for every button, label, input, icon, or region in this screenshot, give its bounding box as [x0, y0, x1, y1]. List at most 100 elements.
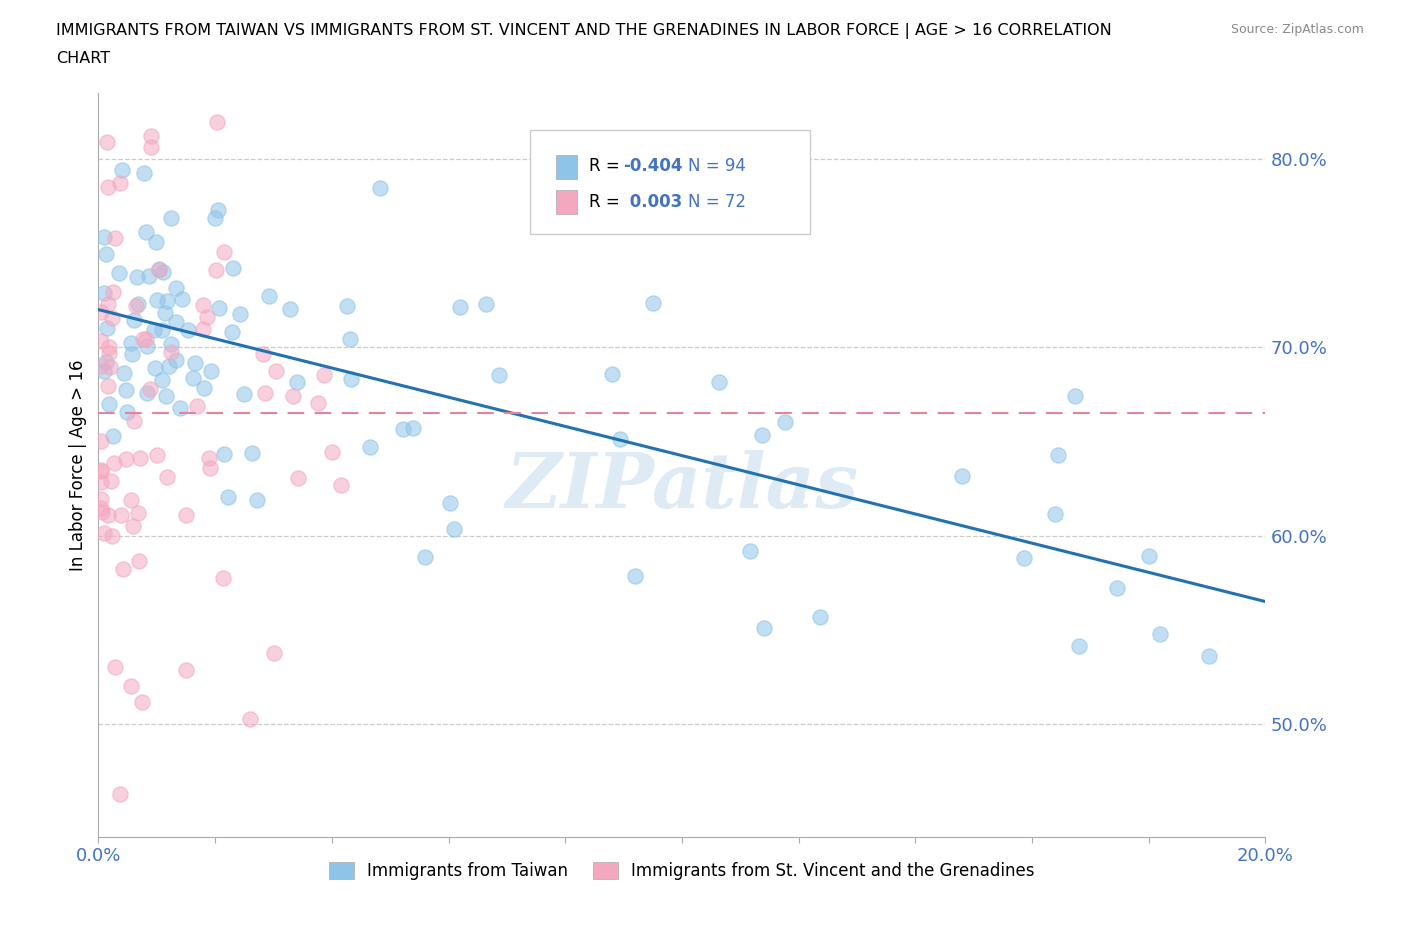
Point [90, 433, 112, 448]
Point [1137, 549, 1160, 564]
Point [120, 679, 142, 694]
Point [90, 462, 112, 477]
Point [153, 305, 176, 320]
Point [97, 346, 120, 361]
Point [312, 367, 335, 382]
Point [204, 210, 226, 225]
Point [96, 321, 118, 336]
Point [136, 339, 159, 353]
Point [1014, 551, 1036, 565]
Point [212, 446, 235, 461]
Point [169, 401, 191, 416]
Point [103, 428, 125, 443]
Point [120, 336, 142, 351]
Point [214, 245, 236, 259]
Point [103, 285, 125, 299]
Text: CHART: CHART [56, 51, 110, 66]
Point [127, 270, 149, 285]
Point [160, 344, 183, 359]
Point [101, 311, 124, 325]
Point [104, 659, 127, 674]
Point [197, 451, 219, 466]
Point [191, 298, 214, 312]
Point [108, 266, 131, 281]
Point [950, 469, 973, 484]
Point [336, 299, 359, 313]
Point [623, 568, 645, 583]
Text: -0.404: -0.404 [624, 157, 683, 175]
Text: N = 94: N = 94 [688, 157, 745, 175]
Point [93, 526, 115, 541]
Point [205, 262, 228, 277]
Point [90, 474, 112, 489]
Point [775, 415, 797, 430]
Point [740, 544, 762, 559]
Point [97, 508, 120, 523]
Point [100, 473, 122, 488]
Point [97, 379, 120, 393]
Point [157, 359, 180, 374]
Point [136, 386, 159, 401]
Point [96, 354, 118, 369]
Point [125, 299, 148, 313]
Point [184, 355, 207, 370]
Point [160, 337, 183, 352]
Point [97, 297, 120, 312]
Point [1045, 507, 1067, 522]
Point [449, 300, 471, 315]
Point [93, 230, 115, 245]
Point [143, 361, 166, 376]
Point [1047, 448, 1070, 463]
Point [1069, 638, 1091, 653]
Point [240, 445, 263, 460]
Point [121, 347, 143, 362]
Point [160, 210, 183, 225]
Point [287, 471, 309, 485]
Point [122, 312, 145, 327]
Point [321, 445, 343, 459]
Point [115, 451, 138, 466]
Point [752, 620, 775, 635]
Point [263, 645, 285, 660]
Point [191, 322, 214, 337]
Point [134, 166, 156, 180]
Point [98, 360, 121, 375]
Point [281, 389, 304, 404]
Point [307, 395, 329, 410]
Point [139, 140, 162, 155]
Point [197, 310, 219, 325]
Point [200, 364, 222, 379]
Bar [555, 154, 576, 179]
Point [112, 562, 135, 577]
Text: R =: R = [589, 157, 624, 175]
Y-axis label: In Labor Force | Age > 16: In Labor Force | Age > 16 [69, 359, 87, 571]
Point [174, 508, 197, 523]
Text: R =: R = [589, 193, 624, 210]
Point [90, 305, 112, 320]
Point [150, 323, 173, 338]
Point [90, 358, 112, 373]
Point [155, 389, 177, 404]
Point [285, 375, 308, 390]
Point [155, 470, 177, 485]
Point [124, 413, 146, 428]
Point [402, 421, 425, 436]
Point [259, 288, 281, 303]
Point [165, 352, 187, 367]
Point [112, 365, 135, 380]
Point [90, 463, 112, 478]
Point [253, 385, 276, 400]
Point [90, 492, 112, 507]
Point [135, 225, 157, 240]
Point [108, 175, 131, 190]
Point [115, 382, 138, 397]
Point [155, 294, 177, 309]
Point [609, 432, 631, 446]
Point [148, 263, 170, 278]
Point [330, 478, 353, 493]
Point [128, 553, 150, 568]
Point [488, 367, 510, 382]
Point [186, 398, 208, 413]
Point [152, 264, 174, 279]
Point [127, 506, 149, 521]
